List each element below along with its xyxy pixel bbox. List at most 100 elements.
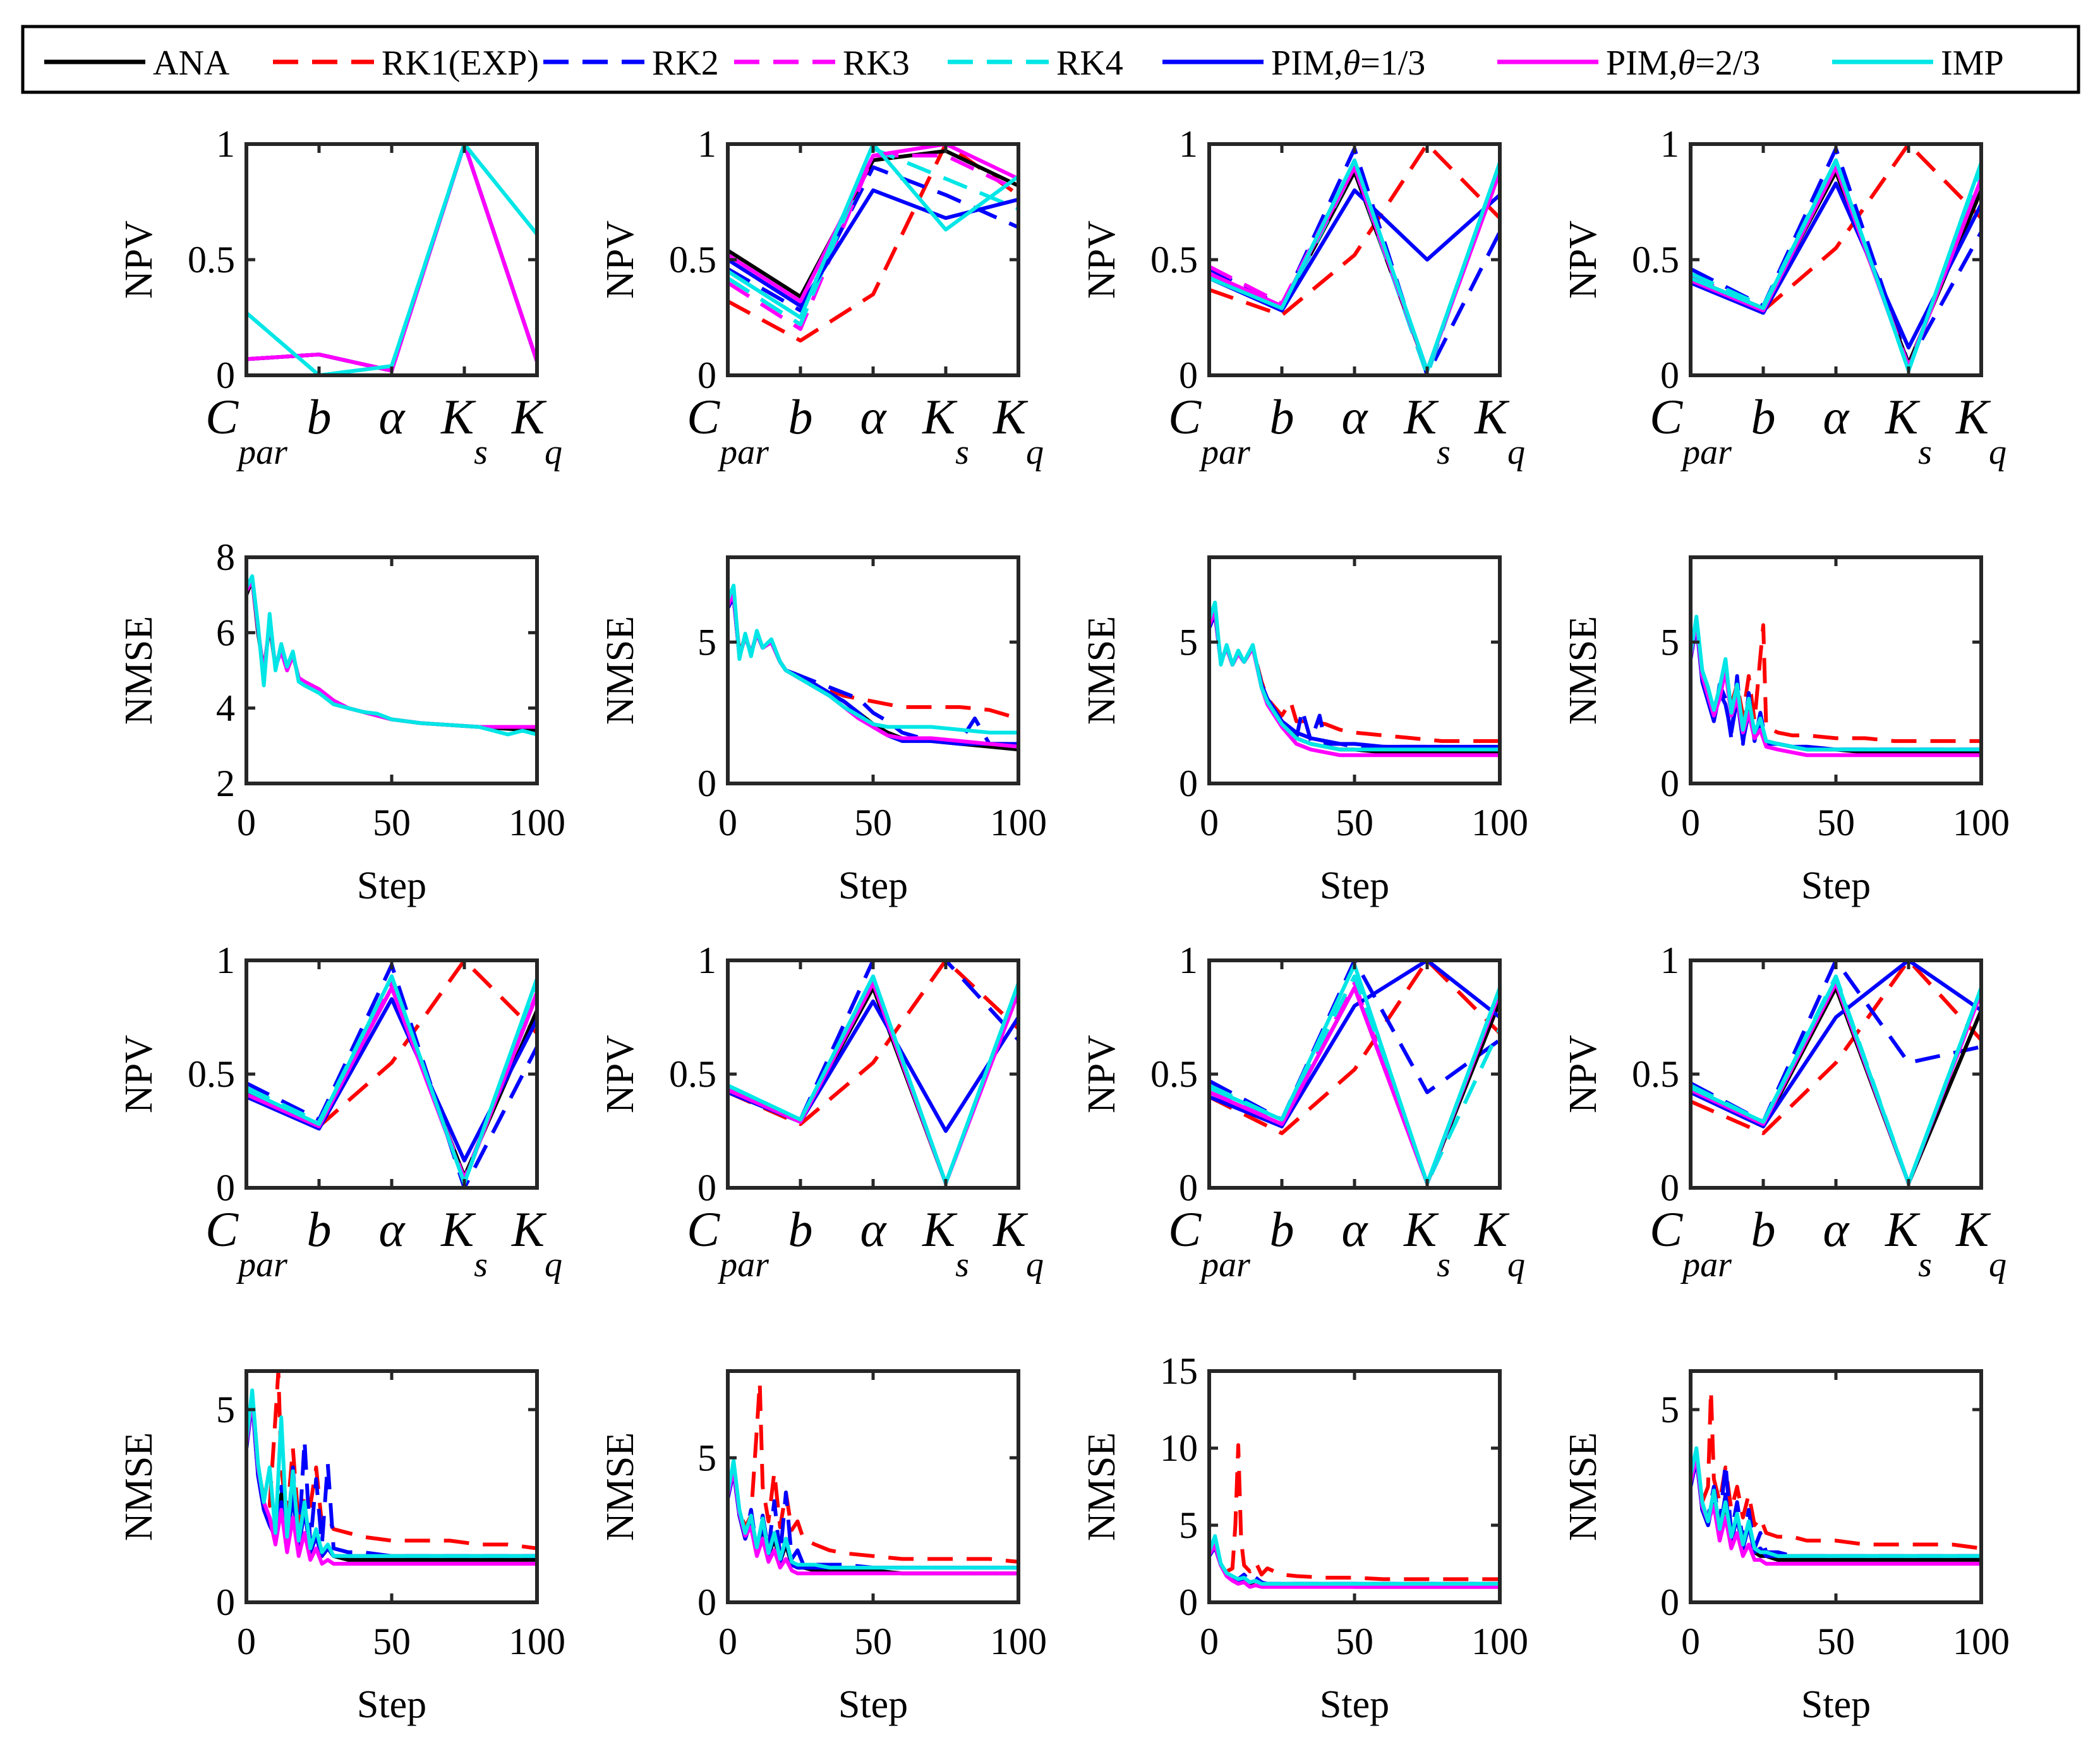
y-tick-label: 0 bbox=[697, 1167, 716, 1209]
series-line-ana bbox=[1209, 986, 1500, 1185]
y-tick-label: 1 bbox=[697, 940, 716, 981]
legend-label-pim23: PIM,θ=2/3 bbox=[1606, 44, 1760, 83]
x-tick-label: 0 bbox=[718, 1621, 737, 1662]
plot-area bbox=[728, 144, 1018, 343]
series-line-pim23 bbox=[728, 1467, 1018, 1576]
x-category-main: C bbox=[1650, 1202, 1683, 1257]
x-category-sub: q bbox=[545, 1245, 562, 1284]
x-category-label: α bbox=[860, 389, 888, 444]
x-category-sub: par bbox=[1680, 1245, 1732, 1284]
y-tick-label: 0 bbox=[697, 763, 716, 804]
x-category-main: α bbox=[1342, 1202, 1369, 1257]
x-category-label: b bbox=[1751, 1202, 1776, 1257]
plot-area bbox=[1209, 1443, 1500, 1589]
y-tick-label: 4 bbox=[216, 687, 235, 729]
x-category-label: Kq bbox=[1955, 389, 2006, 472]
plot-area bbox=[1209, 600, 1500, 758]
x-category-sub: s bbox=[474, 1245, 488, 1284]
y-axis-label: NMSE bbox=[599, 616, 642, 725]
series-line-imp bbox=[1209, 158, 1500, 373]
x-category-main: K bbox=[440, 389, 476, 444]
x-axis-label: Step bbox=[1320, 1683, 1389, 1726]
x-tick-label: 100 bbox=[990, 1621, 1047, 1662]
x-category-label: b bbox=[788, 389, 813, 444]
series-line-imp bbox=[246, 144, 537, 375]
x-category-label: Cpar bbox=[1650, 1202, 1732, 1284]
plot-area bbox=[1691, 614, 1981, 758]
x-category-main: K bbox=[1403, 389, 1439, 444]
axes-box bbox=[726, 555, 1020, 785]
y-axis-label: NPV bbox=[599, 221, 642, 299]
series-line-pim23 bbox=[1209, 609, 1500, 758]
x-category-main: K bbox=[922, 1202, 958, 1257]
x-category-main: K bbox=[993, 1202, 1029, 1257]
legend-label-rk1: RK1(EXP) bbox=[382, 44, 539, 83]
x-category-sub: q bbox=[545, 433, 562, 472]
x-category-main: b bbox=[788, 1202, 813, 1257]
series-line-pim13 bbox=[1691, 181, 1981, 350]
y-tick-label: 0.5 bbox=[188, 239, 235, 281]
x-tick-label: 50 bbox=[373, 1621, 411, 1662]
x-category-main: C bbox=[205, 389, 239, 444]
chart-16: 0 5 NMSE 0 50 100 Step bbox=[1562, 1369, 2010, 1726]
y-tick-label: 2 bbox=[216, 763, 235, 804]
x-category-main: K bbox=[1474, 389, 1510, 444]
series-line-imp bbox=[1209, 1534, 1500, 1586]
x-axis-label: Step bbox=[1320, 864, 1389, 907]
x-tick-label: 50 bbox=[854, 802, 892, 843]
series-line-rk4 bbox=[728, 976, 1018, 1185]
chart-14: 0 5 NMSE 0 50 100 Step bbox=[599, 1369, 1047, 1726]
y-tick-label: 0 bbox=[697, 354, 716, 396]
x-category-main: K bbox=[440, 1202, 476, 1257]
y-axis-label: NMSE bbox=[1562, 616, 1605, 725]
x-tick-label: 0 bbox=[718, 802, 737, 843]
y-tick-label: 0 bbox=[216, 354, 235, 396]
x-category-label: Ks bbox=[1403, 1202, 1451, 1284]
plot-area bbox=[1691, 1388, 1981, 1566]
x-category-main: C bbox=[1168, 389, 1202, 444]
x-category-main: K bbox=[1885, 1202, 1921, 1257]
plot-area bbox=[246, 574, 537, 737]
series-line-pim13 bbox=[246, 997, 537, 1163]
legend-label-rk3: RK3 bbox=[843, 44, 910, 83]
x-category-main: α bbox=[379, 389, 406, 444]
series-line-pim23 bbox=[246, 986, 537, 1183]
x-axis-label: Step bbox=[838, 1683, 908, 1726]
x-category-sub: s bbox=[1918, 1245, 1932, 1284]
series-line-imp bbox=[1691, 1446, 1981, 1558]
x-category-main: K bbox=[511, 389, 547, 444]
axes-box bbox=[1689, 958, 1983, 1190]
y-tick-label: 0.5 bbox=[669, 239, 716, 281]
series-line-rk2 bbox=[728, 165, 1018, 313]
x-category-sub: q bbox=[1026, 433, 1044, 472]
chart-8: 0 5 NMSE 0 50 100 Step bbox=[1562, 555, 2010, 907]
series-line-rk4 bbox=[1691, 158, 1981, 373]
x-category-sub: q bbox=[1507, 433, 1525, 472]
x-tick-label: 50 bbox=[854, 1621, 892, 1662]
x-category-label: b bbox=[788, 1202, 813, 1257]
legend-label-text: RK4 bbox=[1056, 44, 1123, 83]
x-category-label: Cpar bbox=[205, 1202, 287, 1284]
x-category-main: K bbox=[1955, 389, 1991, 444]
y-tick-label: 0.5 bbox=[669, 1053, 716, 1095]
x-category-sub: s bbox=[955, 1245, 969, 1284]
y-tick-label: 0.5 bbox=[1632, 1053, 1679, 1095]
series-line-imp bbox=[1209, 963, 1500, 1185]
x-category-label: Kq bbox=[511, 389, 562, 472]
axes-box bbox=[1689, 1369, 1983, 1604]
y-tick-label: 0 bbox=[1660, 1581, 1679, 1623]
series-line-imp bbox=[1209, 600, 1500, 752]
y-axis-label: NPV bbox=[1562, 1035, 1605, 1113]
series-line-rk1 bbox=[1209, 609, 1500, 743]
x-category-label: Cpar bbox=[205, 389, 287, 472]
x-tick-label: 100 bbox=[1471, 1621, 1528, 1662]
x-category-label: Ks bbox=[440, 1202, 488, 1284]
x-category-main: b bbox=[1270, 1202, 1294, 1257]
series-line-pim23 bbox=[1209, 165, 1500, 373]
y-tick-label: 0.5 bbox=[188, 1053, 235, 1095]
